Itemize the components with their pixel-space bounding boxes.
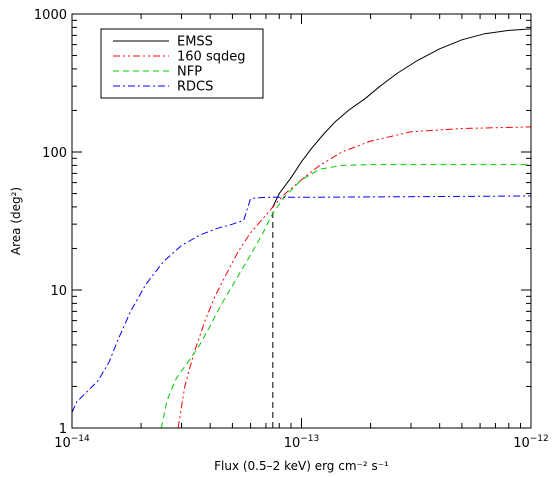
y-tick-label: 1 xyxy=(59,422,67,437)
y-tick-label: 100 xyxy=(42,146,67,161)
x-axis-label: Flux (0.5–2 keV) erg cm⁻² s⁻¹ xyxy=(214,459,389,473)
x-tick-label: 10−14 xyxy=(54,434,90,451)
x-tick-label: 10−12 xyxy=(513,434,549,451)
y-axis-label: Area (deg²) xyxy=(9,187,23,255)
y-tick-label: 10 xyxy=(50,284,67,299)
series-line-nfp xyxy=(160,164,531,428)
series-line-rdcs xyxy=(72,195,531,413)
legend-label-nfp: NFP xyxy=(177,65,202,80)
x-tick-label: 10−13 xyxy=(284,434,320,451)
legend-label-emss: EMSS xyxy=(177,35,213,50)
series-line-160-sqdeg xyxy=(177,126,531,428)
legend-label-rdcs: RDCS xyxy=(177,80,213,95)
plot-curves xyxy=(72,28,531,428)
legend-label-160-sqdeg: 160 sqdeg xyxy=(177,50,245,65)
series-line-emss xyxy=(272,28,531,208)
y-tick-label: 1000 xyxy=(34,8,67,23)
axis-ticks xyxy=(71,14,531,429)
axis-tick-labels: 10−14 10−13 10−12 1 10 100 1000 xyxy=(34,8,549,451)
